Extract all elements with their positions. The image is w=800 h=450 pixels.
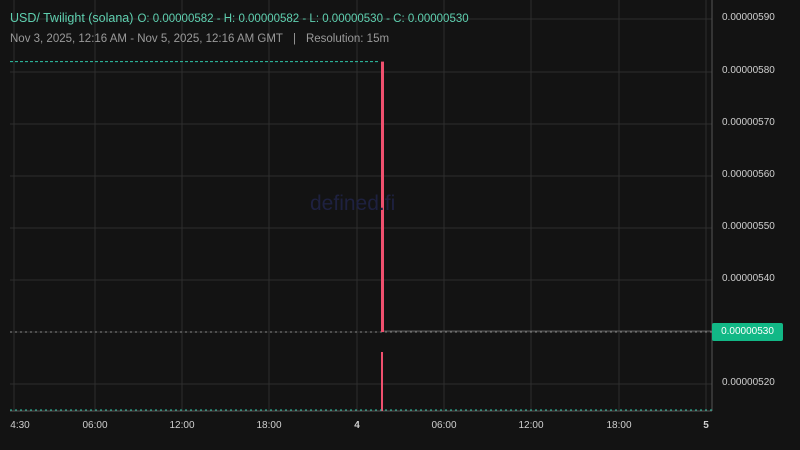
y-axis-label: 0.00000520 [722,377,775,388]
y-axis-label: 0.00000550 [722,221,775,232]
x-axis-label: 12:00 [518,420,544,431]
date-range: Nov 3, 2025, 12:16 AM - Nov 5, 2025, 12:… [10,33,283,45]
separator: | [292,33,296,45]
x-axis-label: 18:00 [256,420,282,431]
y-axis-label: 0.00000540 [722,273,775,284]
pair-name: USD/ Twilight (solana) [10,11,134,25]
y-axis-label: 0.00000580 [722,65,775,76]
resolution: Resolution: 15m [305,33,390,45]
x-axis-label: 4 [354,420,360,431]
x-axis-label: 12:00 [169,420,195,431]
last-price-label: 0.00000530 [712,323,783,341]
watermark: defined.fi [310,192,396,215]
y-axis-label: 0.00000590 [722,12,775,23]
x-axis-label: 18:00 [606,420,632,431]
y-axis-label: 0.00000560 [722,169,775,180]
candle [381,61,384,332]
x-axis-label: 4:30 [10,420,30,431]
volume-bar [381,352,383,411]
x-axis-label: 06:00 [431,420,457,431]
ohlc-values: O: 0.00000582 - H: 0.00000582 - L: 0.000… [137,13,469,25]
x-axis-label: 5 [703,420,709,431]
chart-subtitle: Nov 3, 2025, 12:16 AM - Nov 5, 2025, 12:… [10,33,389,45]
x-axis-label: 06:00 [82,420,108,431]
y-axis-label: 0.00000570 [722,117,775,128]
chart-legend: USD/ Twilight (solana) O: 0.00000582 - H:… [10,11,469,25]
